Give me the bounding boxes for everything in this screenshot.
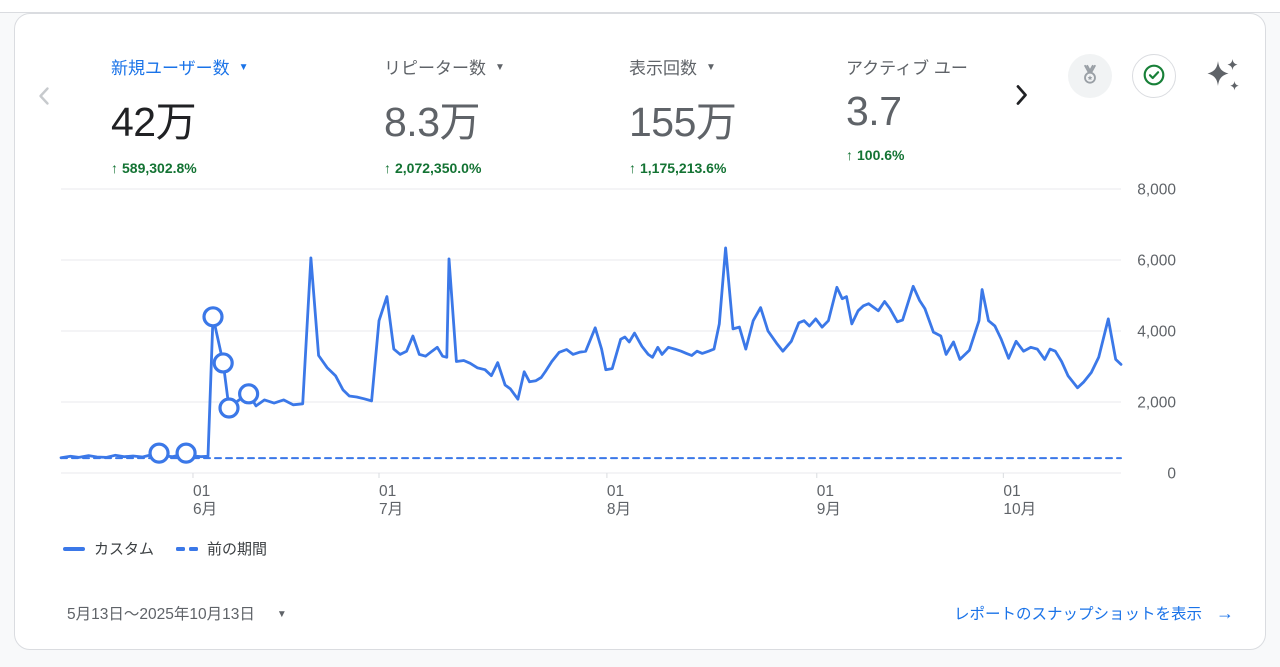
x-axis-label-month: 9月 <box>817 501 841 518</box>
card-footer: 5月13日～2025年10月13日 ▼ レポートのスナップショットを表示 → <box>15 587 1265 649</box>
arrow-up-icon: ↑ <box>629 160 636 176</box>
metric-returning-users: リピーター数 ▼ 8.3万 ↑ 2,072,350.0% <box>384 54 634 177</box>
x-axis-label-day: 01 <box>193 483 210 500</box>
metric-new-users: 新規ユーザー数 ▼ 42万 ↑ 589,302.8% <box>111 54 361 177</box>
sparkle-icon <box>1201 55 1245 102</box>
y-axis-label: 4,000 <box>1137 324 1176 341</box>
x-axis-label-month: 6月 <box>193 501 217 518</box>
data-point-marker <box>218 397 240 419</box>
arrow-up-icon: ↑ <box>111 160 118 176</box>
dashed-line-swatch <box>176 546 199 551</box>
benchmark-medal-button[interactable] <box>1068 54 1112 98</box>
metric-selector[interactable]: リピーター数 ▼ <box>384 54 634 78</box>
previous-metrics-button[interactable] <box>31 82 59 110</box>
metric-delta: ↑ 100.6% <box>846 147 905 163</box>
next-metrics-button[interactable] <box>1007 81 1035 109</box>
metric-selector[interactable]: 新規ユーザー数 ▼ <box>111 54 361 78</box>
legend-item-custom: カスタム <box>63 538 154 559</box>
y-axis-label: 0 <box>1167 466 1176 483</box>
chevron-left-icon <box>31 82 59 110</box>
metric-value: 8.3万 <box>384 99 481 145</box>
x-axis-label-day: 01 <box>1003 483 1020 500</box>
y-axis-label: 8,000 <box>1137 182 1176 199</box>
metric-label: 新規ユーザー数 <box>111 58 230 78</box>
arrow-up-icon: ↑ <box>384 160 391 176</box>
metric-value: 3.7 <box>846 88 902 134</box>
data-point-marker <box>148 442 170 464</box>
metric-label: 表示回数 <box>629 58 697 78</box>
metric-views: 表示回数 ▼ 155万 ↑ 1,175,213.6% <box>629 54 879 177</box>
caret-down-icon: ▼ <box>495 61 505 73</box>
data-point-marker <box>202 306 224 328</box>
metric-delta: ↑ 589,302.8% <box>111 160 197 176</box>
metric-value: 155万 <box>629 99 737 145</box>
metric-delta: ↑ 2,072,350.0% <box>384 160 482 176</box>
arrow-up-icon: ↑ <box>846 147 853 163</box>
check-circle-icon <box>1141 62 1167 91</box>
analytics-summary-card: 新規ユーザー数 ▼ 42万 ↑ 589,302.8% リピーター数 ▼ 8.3万 … <box>14 13 1266 650</box>
chart-legend: カスタム 前の期間 <box>63 538 267 559</box>
x-axis-label-day: 01 <box>607 483 624 500</box>
x-axis-label-month: 7月 <box>379 501 403 518</box>
metric-label: リピーター数 <box>384 58 486 78</box>
metric-active-users: アクティブ ユー 3.7 ↑ 100.6% <box>846 54 1016 164</box>
metric-label: アクティブ ユー <box>846 58 968 78</box>
y-axis-label: 6,000 <box>1137 253 1176 270</box>
solid-line-swatch <box>63 546 85 551</box>
caret-down-icon: ▼ <box>706 61 716 73</box>
metric-delta: ↑ 1,175,213.6% <box>629 160 727 176</box>
data-point-marker <box>175 442 197 464</box>
x-axis-label-day: 01 <box>817 483 834 500</box>
data-point-marker <box>238 383 260 405</box>
metric-value: 42万 <box>111 99 197 145</box>
legend-item-previous-period: 前の期間 <box>176 538 267 559</box>
date-range-selector[interactable]: 5月13日～2025年10月13日 ▼ <box>67 602 287 624</box>
users-line-chart[interactable]: 0 2,000 4,000 6,000 8,000 01 6月 01 7月 01 8月 01 9月 01 1… <box>15 179 1267 519</box>
caret-down-icon: ▼ <box>238 61 249 73</box>
chevron-right-icon <box>1007 81 1035 109</box>
metric-selector[interactable]: 表示回数 ▼ <box>629 54 879 78</box>
date-range-text: 5月13日～2025年10月13日 <box>67 606 255 623</box>
x-axis-label-month: 10月 <box>1003 501 1036 518</box>
x-axis-label-day: 01 <box>379 483 396 500</box>
report-snapshot-link[interactable]: レポートのスナップショットを表示 → <box>953 602 1234 624</box>
metric-selector[interactable]: アクティブ ユー <box>846 54 1016 78</box>
y-axis-label: 2,000 <box>1137 395 1176 412</box>
data-point-marker <box>212 352 234 374</box>
tab-bar <box>0 0 1280 13</box>
x-axis-label-month: 8月 <box>607 501 631 518</box>
series-custom <box>59 246 1123 460</box>
caret-down-icon: ▼ <box>276 608 287 620</box>
medal-icon <box>1077 62 1103 91</box>
data-quality-button[interactable] <box>1132 54 1176 98</box>
insights-sparkle-button[interactable] <box>1201 56 1245 100</box>
arrow-right-icon: → <box>1216 602 1234 623</box>
